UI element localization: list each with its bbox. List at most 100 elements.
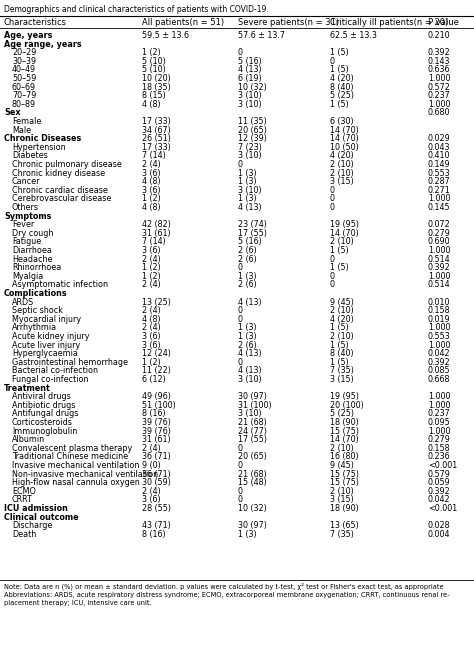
Text: 17 (33): 17 (33) bbox=[142, 117, 171, 126]
Text: Note: Data are n (%) or mean ± standard deviation. p values were calculated by t: Note: Data are n (%) or mean ± standard … bbox=[4, 583, 444, 590]
Text: 4 (8): 4 (8) bbox=[142, 177, 161, 186]
Text: 4 (13): 4 (13) bbox=[238, 367, 262, 376]
Text: 1 (2): 1 (2) bbox=[142, 263, 161, 272]
Text: 0.392: 0.392 bbox=[428, 487, 451, 496]
Text: 50–59: 50–59 bbox=[12, 74, 36, 83]
Text: 13 (25): 13 (25) bbox=[142, 298, 171, 307]
Text: 0.271: 0.271 bbox=[428, 186, 451, 195]
Text: Characteristics: Characteristics bbox=[4, 18, 67, 27]
Text: 10 (50): 10 (50) bbox=[330, 143, 359, 152]
Text: 0.029: 0.029 bbox=[428, 134, 451, 143]
Text: Female: Female bbox=[12, 117, 41, 126]
Text: 0.392: 0.392 bbox=[428, 263, 451, 272]
Text: Gastrointestinal hemorrhage: Gastrointestinal hemorrhage bbox=[12, 358, 128, 367]
Text: 0.514: 0.514 bbox=[428, 281, 451, 290]
Text: Complications: Complications bbox=[4, 289, 68, 298]
Text: High-flow nasal cannula oxygen: High-flow nasal cannula oxygen bbox=[12, 478, 140, 487]
Text: 0: 0 bbox=[238, 306, 243, 315]
Text: 0.158: 0.158 bbox=[428, 306, 451, 315]
Text: 0.019: 0.019 bbox=[428, 315, 451, 324]
Text: 60–69: 60–69 bbox=[12, 83, 36, 92]
Text: 4 (8): 4 (8) bbox=[142, 203, 161, 212]
Text: 0.042: 0.042 bbox=[428, 349, 451, 358]
Text: Antiviral drugs: Antiviral drugs bbox=[12, 392, 71, 401]
Text: 31 (100): 31 (100) bbox=[238, 401, 272, 409]
Text: 2 (10): 2 (10) bbox=[330, 444, 354, 453]
Text: 7 (14): 7 (14) bbox=[142, 152, 166, 160]
Text: 1 (3): 1 (3) bbox=[238, 169, 256, 178]
Text: 1.000: 1.000 bbox=[428, 272, 450, 281]
Text: Fever: Fever bbox=[12, 220, 34, 229]
Text: 2 (4): 2 (4) bbox=[142, 160, 161, 169]
Text: 17 (33): 17 (33) bbox=[142, 143, 171, 152]
Text: 2 (4): 2 (4) bbox=[142, 255, 161, 264]
Text: Corticosteroids: Corticosteroids bbox=[12, 418, 73, 427]
Text: 3 (6): 3 (6) bbox=[142, 332, 161, 341]
Text: 59.5 ± 13.6: 59.5 ± 13.6 bbox=[142, 31, 189, 40]
Text: 12 (39): 12 (39) bbox=[238, 134, 267, 143]
Text: 0.579: 0.579 bbox=[428, 469, 451, 478]
Text: 15 (75): 15 (75) bbox=[330, 469, 359, 478]
Text: 2 (6): 2 (6) bbox=[238, 281, 257, 290]
Text: 4 (13): 4 (13) bbox=[238, 298, 262, 307]
Text: 20–29: 20–29 bbox=[12, 48, 36, 57]
Text: 62.5 ± 13.3: 62.5 ± 13.3 bbox=[330, 31, 377, 40]
Text: 9 (0): 9 (0) bbox=[142, 461, 161, 470]
Text: 12 (24): 12 (24) bbox=[142, 349, 171, 358]
Text: Clinical outcome: Clinical outcome bbox=[4, 512, 79, 521]
Text: 2 (6): 2 (6) bbox=[238, 255, 257, 264]
Text: 18 (90): 18 (90) bbox=[330, 418, 359, 427]
Text: 2 (4): 2 (4) bbox=[142, 324, 161, 333]
Text: Antifungal drugs: Antifungal drugs bbox=[12, 409, 78, 419]
Text: Symptoms: Symptoms bbox=[4, 212, 51, 221]
Text: 36 (71): 36 (71) bbox=[142, 469, 171, 478]
Text: Invasive mechanical ventilation: Invasive mechanical ventilation bbox=[12, 461, 139, 470]
Text: 8 (40): 8 (40) bbox=[330, 83, 354, 92]
Text: 1 (5): 1 (5) bbox=[330, 324, 349, 333]
Text: 0.553: 0.553 bbox=[428, 332, 451, 341]
Text: 1.000: 1.000 bbox=[428, 426, 450, 436]
Text: 6 (30): 6 (30) bbox=[330, 117, 354, 126]
Text: 15 (75): 15 (75) bbox=[330, 426, 359, 436]
Text: 3 (6): 3 (6) bbox=[142, 246, 161, 255]
Text: 1 (2): 1 (2) bbox=[142, 195, 161, 203]
Text: Demographics and clinical characteristics of patients with COVID-19.: Demographics and clinical characteristic… bbox=[4, 5, 269, 14]
Text: 6 (12): 6 (12) bbox=[142, 375, 166, 384]
Text: Chronic kidney disease: Chronic kidney disease bbox=[12, 169, 105, 178]
Text: 26 (51): 26 (51) bbox=[142, 134, 171, 143]
Text: Myalgia: Myalgia bbox=[12, 272, 43, 281]
Text: 1 (5): 1 (5) bbox=[330, 263, 349, 272]
Text: 0.004: 0.004 bbox=[428, 530, 450, 539]
Text: 0.392: 0.392 bbox=[428, 48, 451, 57]
Text: Non-invasive mechanical ventilation: Non-invasive mechanical ventilation bbox=[12, 469, 158, 478]
Text: 0: 0 bbox=[330, 272, 335, 281]
Text: 7 (23): 7 (23) bbox=[238, 143, 262, 152]
Text: 0.042: 0.042 bbox=[428, 495, 451, 505]
Text: 1.000: 1.000 bbox=[428, 74, 450, 83]
Text: 0.237: 0.237 bbox=[428, 91, 451, 100]
Text: Asymptomatic infection: Asymptomatic infection bbox=[12, 281, 108, 290]
Text: 8 (40): 8 (40) bbox=[330, 349, 354, 358]
Text: Rhinorrhoea: Rhinorrhoea bbox=[12, 263, 61, 272]
Text: Antibiotic drugs: Antibiotic drugs bbox=[12, 401, 75, 409]
Text: 20 (65): 20 (65) bbox=[238, 126, 267, 135]
Text: 42 (82): 42 (82) bbox=[142, 220, 171, 229]
Text: 0: 0 bbox=[330, 281, 335, 290]
Text: 2 (4): 2 (4) bbox=[142, 444, 161, 453]
Text: 2 (6): 2 (6) bbox=[238, 246, 257, 255]
Text: 0: 0 bbox=[238, 495, 243, 505]
Text: 4 (13): 4 (13) bbox=[238, 65, 262, 74]
Text: Dry cough: Dry cough bbox=[12, 229, 54, 238]
Text: 1.000: 1.000 bbox=[428, 401, 450, 409]
Text: 3 (10): 3 (10) bbox=[238, 186, 262, 195]
Text: 1 (2): 1 (2) bbox=[142, 272, 161, 281]
Text: 3 (10): 3 (10) bbox=[238, 100, 262, 109]
Text: 2 (10): 2 (10) bbox=[330, 160, 354, 169]
Text: 18 (90): 18 (90) bbox=[330, 504, 359, 513]
Text: 30 (59): 30 (59) bbox=[142, 478, 171, 487]
Text: 20 (100): 20 (100) bbox=[330, 401, 364, 409]
Text: 5 (16): 5 (16) bbox=[238, 57, 262, 66]
Text: Sex: Sex bbox=[4, 109, 20, 117]
Text: 13 (65): 13 (65) bbox=[330, 521, 359, 530]
Text: Convalescent plasma therapy: Convalescent plasma therapy bbox=[12, 444, 132, 453]
